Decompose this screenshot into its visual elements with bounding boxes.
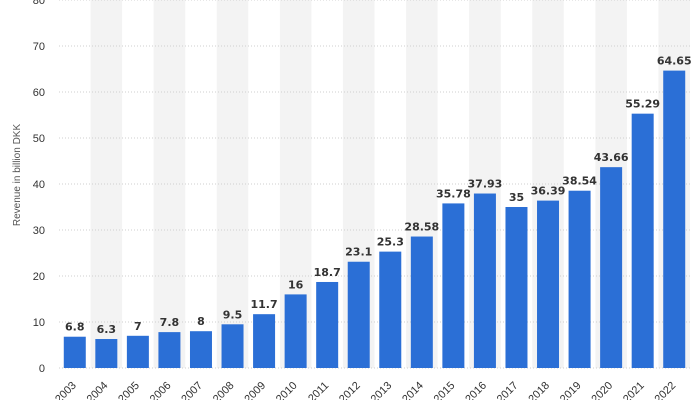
bar [284,294,307,368]
x-tick-label: 2005 [116,380,142,400]
x-tick-label: 2017 [495,380,521,400]
bar [379,251,402,368]
x-tick-label: 2010 [274,380,300,400]
x-tick-label: 2011 [306,380,331,400]
value-label: 16 [288,278,304,291]
bar [126,335,149,368]
value-label: 35.78 [436,187,471,200]
y-tick-label: 30 [33,225,45,237]
bar [442,203,465,368]
y-tick-label: 20 [33,271,45,283]
value-label: 11.7 [251,298,278,311]
y-tick-label: 10 [33,317,45,329]
x-tick-label: 2016 [463,380,489,400]
y-axis-title: Revenue in billion DKK [12,124,23,227]
bar [316,281,339,368]
value-label: 36.39 [531,185,566,198]
bar [631,113,654,368]
x-axis-ticks: 2003 2004 2005 2006 2007 2008 2009 2010 2011 2012… [53,380,678,400]
x-tick-label: 2015 [432,380,458,400]
column-band [216,0,249,368]
x-tick-label: 2018 [526,380,552,400]
x-tick-label: 2021 [621,380,647,400]
value-label: 7.8 [160,316,180,329]
value-label: 6.8 [65,321,85,334]
x-tick-label: 2003 [53,380,79,400]
x-tick-label: 2022 [653,380,679,400]
value-label: 28.58 [404,221,439,234]
bar [568,190,591,368]
value-label: 9.5 [223,308,243,321]
value-label: 23.1 [345,246,372,259]
y-tick-label: 60 [33,87,45,99]
x-tick-label: 2004 [85,380,111,400]
y-tick-label: 40 [33,179,45,191]
value-label: 43.66 [594,151,629,164]
value-label: 55.29 [625,98,660,111]
y-tick-label: 70 [33,41,45,53]
x-tick-label: 2020 [589,380,615,400]
value-label: 37.93 [468,178,503,191]
value-label: 64.65 [657,55,692,68]
y-tick-label: 50 [33,133,45,145]
bar [158,332,181,368]
bar [347,261,370,368]
bar [600,167,623,368]
value-label: 38.54 [562,175,597,188]
x-tick-label: 2007 [179,380,205,400]
y-axis-ticks: 0 10 20 30 40 50 60 70 80 [33,0,45,375]
bar [189,331,212,368]
x-tick-label: 2013 [369,380,395,400]
x-tick-label: 2012 [337,380,363,400]
x-tick-label: 2006 [148,380,174,400]
bar [473,193,496,368]
x-tick-label: 2019 [558,380,584,400]
value-label: 25.3 [377,236,404,249]
value-label: 8 [197,315,205,328]
bar [537,200,560,368]
value-labels-group: 6.8 6.3 7 7.8 8 9.5 11.7 16 18.7 23.1 25.328.58 35.… [65,55,692,336]
bar [505,207,528,368]
bar [663,70,686,369]
y-tick-label: 0 [39,363,45,375]
bars-group [63,70,686,369]
bar [63,336,86,368]
x-tick-label: 2009 [242,380,268,400]
bar [95,339,118,368]
bar [221,324,244,368]
x-tick-label: 2014 [400,380,426,400]
value-label: 7 [134,320,142,333]
value-label: 6.3 [97,323,117,336]
bar [253,314,276,368]
x-tick-label: 2008 [211,380,237,400]
value-label: 18.7 [314,266,341,279]
value-label: 35 [509,191,524,204]
y-tick-label: 80 [33,0,45,7]
bar [410,236,433,368]
